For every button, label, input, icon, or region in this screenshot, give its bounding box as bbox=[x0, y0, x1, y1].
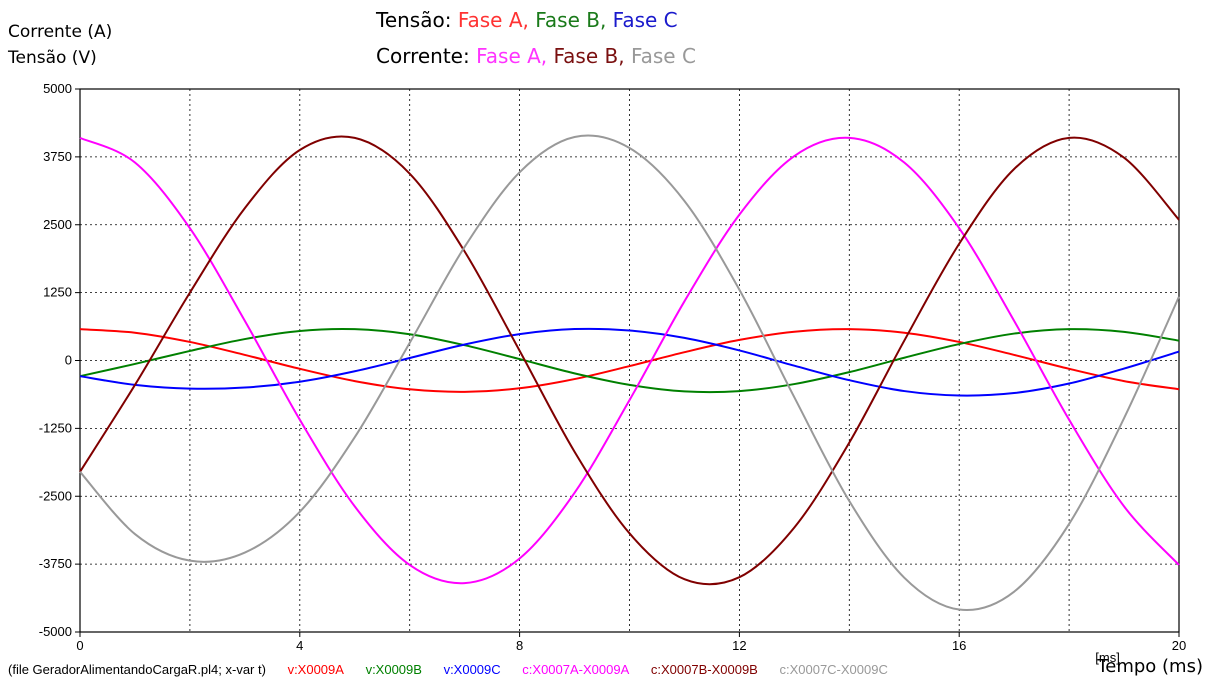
footer-signal-ib: c:X0007B-X0009B bbox=[650, 662, 758, 677]
x-tick-label: 8 bbox=[516, 638, 523, 653]
y-tick-label: -2500 bbox=[39, 488, 72, 503]
footer-signal-ic: c:X0007C-X0009C bbox=[779, 662, 888, 677]
footer-signal-ia: c:X0007A-X0009A bbox=[522, 662, 630, 677]
series-line-ic bbox=[79, 134, 1180, 612]
legend-current-phase-a: Fase A, bbox=[476, 44, 548, 68]
legend-voltage-phase-b: Fase B, bbox=[535, 8, 607, 32]
y-tick-label: -1250 bbox=[39, 420, 72, 435]
legend-current: Corrente: Fase A, Fase B, Fase C bbox=[376, 44, 696, 68]
y-tick-label: 0 bbox=[65, 353, 72, 368]
y-axis-title-current: Corrente (A) bbox=[8, 22, 113, 42]
y-tick-label: -3750 bbox=[39, 556, 72, 571]
x-tick-label: 20 bbox=[1172, 638, 1186, 653]
x-tick-label: 4 bbox=[296, 638, 303, 653]
y-tick-label: 1250 bbox=[43, 285, 72, 300]
series-line-vb bbox=[79, 327, 1180, 394]
y-axis-title-voltage: Tensão (V) bbox=[8, 48, 97, 68]
footer-signal-va: v:X0009A bbox=[287, 662, 344, 677]
x-tick-label: 12 bbox=[732, 638, 746, 653]
legend-voltage-prefix: Tensão: bbox=[376, 8, 452, 32]
footer-file: (file GeradorAlimentandoCargaR.pl4; x-va… bbox=[8, 662, 266, 677]
footer-signal-vc: v:X0009C bbox=[443, 662, 501, 677]
legend-voltage-phase-c: Fase C bbox=[612, 8, 678, 32]
y-tick-label: 3750 bbox=[43, 149, 72, 164]
series-line-ia bbox=[79, 136, 1180, 585]
x-unit-label: [ms] bbox=[1095, 650, 1120, 665]
series-line-vc bbox=[79, 327, 1180, 397]
footer-signal-list: (file GeradorAlimentandoCargaR.pl4; x-va… bbox=[8, 662, 906, 677]
legend-voltage-phase-a: Fase A, bbox=[457, 8, 529, 32]
y-tick-label: 5000 bbox=[43, 81, 72, 96]
y-tick-label: 2500 bbox=[43, 217, 72, 232]
legend-current-phase-c: Fase C bbox=[630, 44, 696, 68]
x-axis-title: Tempo (ms) bbox=[1097, 656, 1203, 677]
y-tick-label: -5000 bbox=[39, 624, 72, 639]
legend-current-phase-b: Fase B, bbox=[553, 44, 625, 68]
series-line-va bbox=[79, 328, 1180, 393]
footer-signal-vb: v:X0009B bbox=[365, 662, 422, 677]
series-line-ib bbox=[79, 135, 1180, 586]
x-tick-label: 0 bbox=[76, 638, 83, 653]
legend-current-prefix: Corrente: bbox=[376, 44, 470, 68]
x-tick-label: 16 bbox=[952, 638, 966, 653]
legend-voltage: Tensão: Fase A, Fase B, Fase C bbox=[376, 8, 678, 32]
